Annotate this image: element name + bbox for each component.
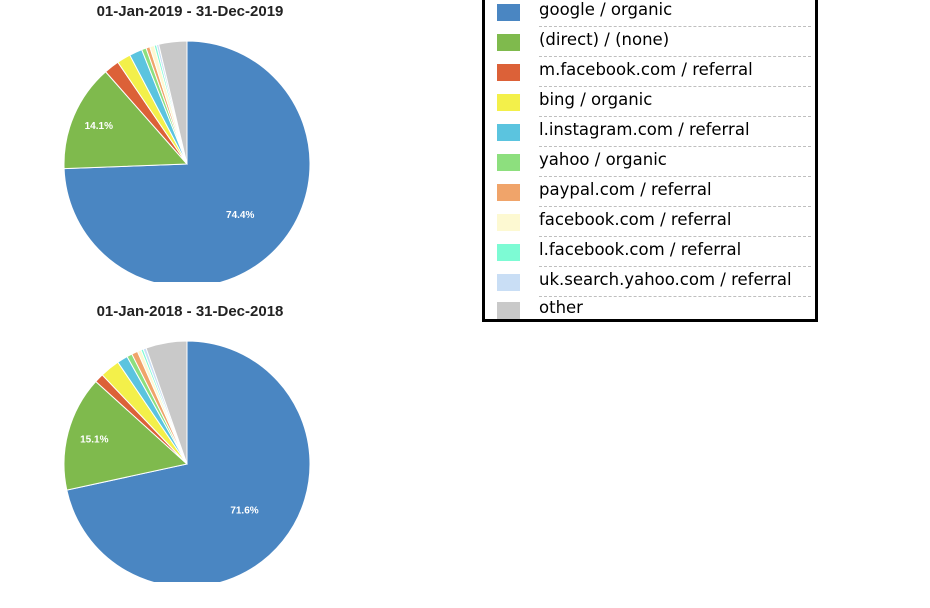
data-label-direct-none: 15.1% xyxy=(80,434,108,445)
legend-swatch xyxy=(497,4,520,21)
pie-slice-direct-none xyxy=(63,71,189,170)
legend-label: paypal.com / referral xyxy=(539,180,712,199)
legend-item-l-facebook-com-referral: l.facebook.com / referral xyxy=(491,237,817,267)
legend-swatch xyxy=(497,94,520,111)
legend-item-direct-none: (direct) / (none) xyxy=(491,27,817,57)
legend-item-m-facebook-com-referral: m.facebook.com / referral xyxy=(491,57,817,87)
legend-swatch xyxy=(497,34,520,51)
legend-label: yahoo / organic xyxy=(539,150,667,169)
legend-swatch xyxy=(497,124,520,141)
chart-title-2019: 01-Jan-2019 - 31-Dec-2019 xyxy=(96,3,284,20)
legend-item-bing-organic: bing / organic xyxy=(491,87,817,117)
pie-slice-direct-none xyxy=(63,380,189,491)
pie-slice-other xyxy=(158,40,188,165)
legend-label: bing / organic xyxy=(539,90,653,109)
legend-label: facebook.com / referral xyxy=(539,210,732,229)
legend-label: l.instagram.com / referral xyxy=(539,120,750,139)
legend-swatch xyxy=(497,154,520,171)
legend-label: m.facebook.com / referral xyxy=(539,60,753,79)
legend-swatch xyxy=(497,244,520,261)
legend-swatch xyxy=(497,184,520,201)
pie-2018: 71.6% 15.1% xyxy=(63,340,311,582)
legend-item-yahoo-organic: yahoo / organic xyxy=(491,147,817,177)
legend-item-other: other xyxy=(491,295,817,325)
data-label-direct-none: 14.1% xyxy=(85,121,113,132)
legend-item-facebook-com-referral: facebook.com / referral xyxy=(491,207,817,237)
chart-legend: google / organic (direct) / (none) m.faceb… xyxy=(482,0,818,322)
legend-item-uk-search-yahoo-com-referral: uk.search.yahoo.com / referral xyxy=(491,267,817,297)
legend-label: l.facebook.com / referral xyxy=(539,240,742,259)
pie-chart-2018: 01-Jan-2018 - 31-Dec-2018 71.6% 15.1% xyxy=(40,302,340,582)
data-label-google-organic: 71.6% xyxy=(230,505,258,516)
legend-label: other xyxy=(539,298,583,317)
legend-item-l-instagram-com-referral: l.instagram.com / referral xyxy=(491,117,817,147)
legend-item-paypal-com-referral: paypal.com / referral xyxy=(491,177,817,207)
data-label-google-organic: 74.4% xyxy=(226,210,254,221)
legend-divider xyxy=(539,176,811,177)
pie-slice-other xyxy=(145,340,188,465)
legend-divider xyxy=(539,56,811,57)
legend-divider xyxy=(539,146,811,147)
pie-2019: 74.4% 14.1% xyxy=(63,40,311,282)
legend-divider xyxy=(539,86,811,87)
legend-divider xyxy=(539,206,811,207)
legend-swatch xyxy=(497,214,520,231)
legend-label: google / organic xyxy=(539,0,673,19)
pie-chart-2019: 01-Jan-2019 - 31-Dec-2019 74.4% 14.1% xyxy=(40,2,340,282)
legend-divider xyxy=(539,266,811,267)
legend-divider xyxy=(539,296,811,297)
legend-swatch xyxy=(497,64,520,81)
pie-slice-google-organic xyxy=(66,340,311,582)
legend-label: uk.search.yahoo.com / referral xyxy=(539,270,792,289)
legend-swatch xyxy=(497,274,520,291)
chart-title-2018: 01-Jan-2018 - 31-Dec-2018 xyxy=(96,303,284,320)
legend-label: (direct) / (none) xyxy=(539,30,670,49)
legend-divider xyxy=(539,26,811,27)
legend-swatch xyxy=(497,302,520,319)
legend-divider xyxy=(539,236,811,237)
legend-item-google-organic: google / organic xyxy=(491,0,817,27)
legend-divider xyxy=(539,116,811,117)
